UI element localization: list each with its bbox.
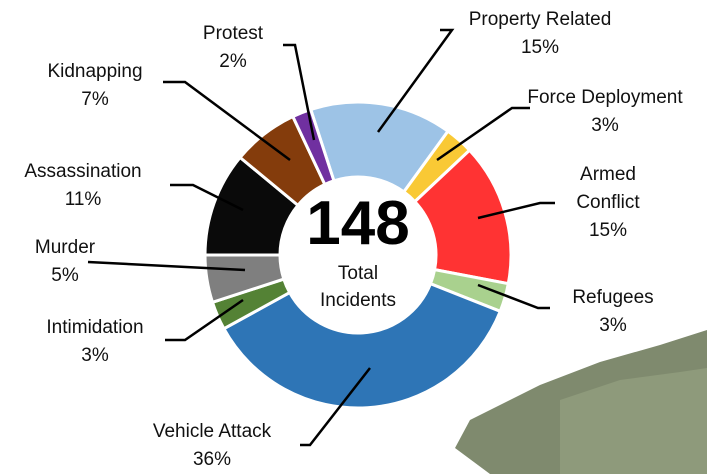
value-label: 3% <box>495 112 707 140</box>
category-name: Property Related <box>430 6 650 34</box>
value-label: 3% <box>553 312 673 340</box>
category-name: Vehicle Attack <box>112 418 312 446</box>
value-label: 3% <box>25 342 165 370</box>
category-name: Force Deployment <box>495 84 707 112</box>
category-name: Refugees <box>553 284 673 312</box>
center-label: Total Incidents <box>308 260 408 314</box>
category-name: Protest <box>183 20 283 48</box>
category-name: Intimidation <box>25 314 165 342</box>
value-label: 5% <box>15 262 115 290</box>
category-name: Kidnapping <box>25 58 165 86</box>
value-label: 36% <box>112 446 312 474</box>
value-label: 11% <box>0 186 168 214</box>
page: 148 Total Incidents Property Related15%F… <box>0 0 707 474</box>
category-name: Murder <box>15 234 115 262</box>
value-label: 15% <box>563 217 653 245</box>
value-label: 15% <box>430 34 650 62</box>
category-name: Armed Conflict <box>563 161 653 217</box>
value-label: 7% <box>25 86 165 114</box>
value-label: 2% <box>183 48 283 76</box>
center-value: 148 <box>258 188 458 259</box>
category-name: Assassination <box>0 158 168 186</box>
